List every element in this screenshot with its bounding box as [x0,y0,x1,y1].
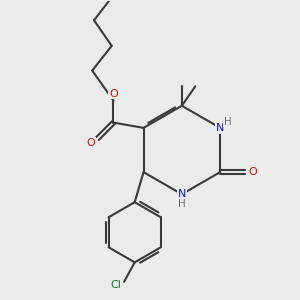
Text: O: O [87,138,95,148]
Text: O: O [109,88,118,99]
Text: H: H [224,116,232,127]
Text: O: O [248,167,257,177]
Text: N: N [216,123,224,133]
Text: Cl: Cl [111,280,122,290]
Text: H: H [178,199,186,209]
Text: N: N [178,189,186,199]
